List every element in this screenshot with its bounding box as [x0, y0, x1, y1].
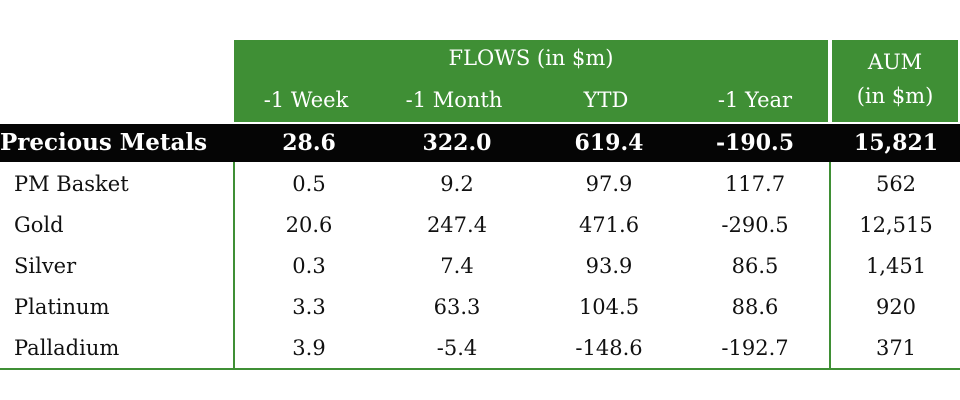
cell-week: 3.9 — [292, 336, 326, 360]
column-header-ytd: YTD — [583, 88, 629, 112]
row-label: PM Basket — [14, 172, 129, 196]
column-header-year: -1 Year — [717, 88, 793, 112]
total-value-week: 28.6 — [282, 130, 336, 156]
row-label: Silver — [14, 254, 77, 278]
cell-month: 63.3 — [433, 295, 481, 319]
cell-week: 20.6 — [285, 213, 333, 237]
row-label: Palladium — [14, 336, 120, 360]
cell-month: 7.4 — [440, 254, 474, 278]
row-label: Platinum — [14, 295, 110, 319]
table-aum-divider — [829, 162, 831, 369]
cell-aum: 920 — [875, 295, 917, 319]
cell-aum: 12,515 — [859, 213, 933, 237]
cell-week: 0.3 — [292, 254, 326, 278]
cell-aum: 1,451 — [865, 254, 927, 278]
faded-header-remnant — [0, 52, 220, 72]
cell-year: 86.5 — [731, 254, 779, 278]
table-row: Palladium 3.9 -5.4 -148.6 -192.7 371 — [0, 328, 960, 369]
flows-header: FLOWS (in $m) -1 Week -1 Month YTD -1 Ye… — [234, 40, 828, 122]
cell-year: 117.7 — [724, 172, 786, 196]
total-value-aum: 15,821 — [853, 130, 939, 156]
aum-header-line1: AUM — [867, 50, 923, 74]
table-row: Gold 20.6 247.4 471.6 -290.5 12,515 — [0, 205, 960, 246]
cell-month: 9.2 — [440, 172, 474, 196]
cell-month: -5.4 — [436, 336, 478, 360]
cell-month: 247.4 — [426, 213, 488, 237]
row-label: Gold — [14, 213, 64, 237]
table-left-border — [233, 162, 235, 369]
cell-aum: 562 — [875, 172, 917, 196]
cell-ytd: 104.5 — [578, 295, 640, 319]
cell-ytd: 471.6 — [578, 213, 640, 237]
cell-aum: 371 — [875, 336, 917, 360]
total-value-year: -190.5 — [715, 130, 795, 156]
table-bottom-border — [0, 368, 960, 370]
aum-header: AUM (in $m) — [832, 40, 958, 122]
cell-ytd: 93.9 — [585, 254, 633, 278]
aum-header-line2: (in $m) — [856, 84, 934, 108]
table-row: Platinum 3.3 63.3 104.5 88.6 920 — [0, 287, 960, 328]
column-header-week: -1 Week — [263, 88, 349, 112]
column-header-month: -1 Month — [405, 88, 503, 112]
cell-ytd: -148.6 — [575, 336, 643, 360]
total-value-month: 322.0 — [422, 130, 492, 156]
cell-ytd: 97.9 — [585, 172, 633, 196]
table-row: PM Basket 0.5 9.2 97.9 117.7 562 — [0, 164, 960, 205]
total-row: Precious Metals 28.6 322.0 619.4 -190.5 … — [0, 124, 960, 162]
cell-week: 0.5 — [292, 172, 326, 196]
flows-title: FLOWS (in $m) — [448, 46, 614, 70]
cell-year: -192.7 — [721, 336, 789, 360]
total-row-label: Precious Metals — [0, 129, 208, 156]
cell-week: 3.3 — [292, 295, 326, 319]
cell-year: 88.6 — [731, 295, 779, 319]
total-value-ytd: 619.4 — [574, 130, 644, 156]
cell-year: -290.5 — [721, 213, 789, 237]
table-row: Silver 0.3 7.4 93.9 86.5 1,451 — [0, 246, 960, 287]
